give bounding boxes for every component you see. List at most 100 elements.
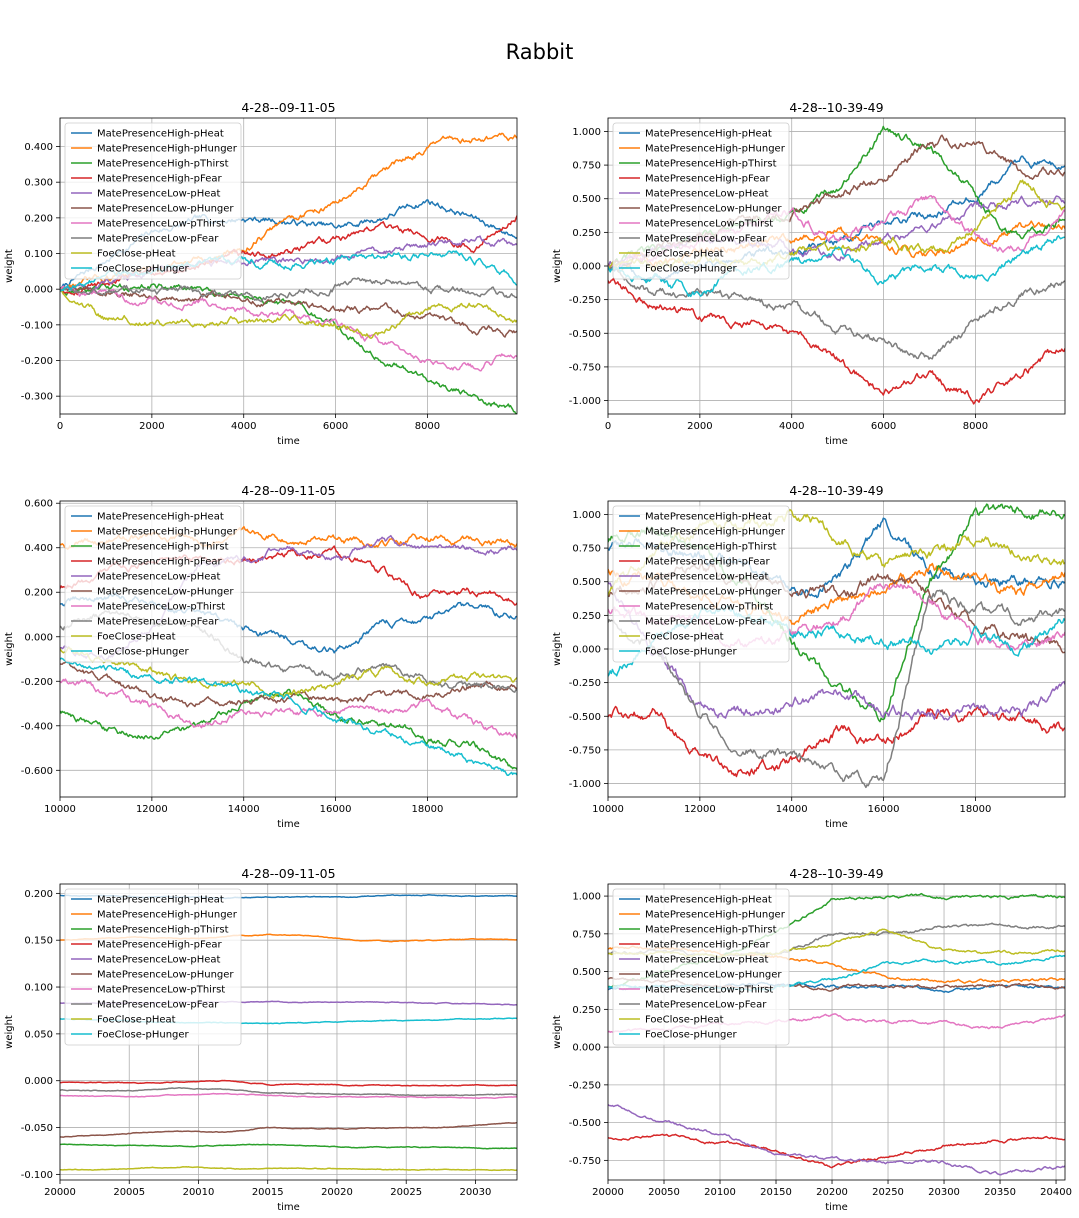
- x-tick-label: 20150: [760, 1187, 792, 1198]
- chart-title: 4-28--09-11-05: [241, 483, 335, 498]
- series-line-MatePresenceLow-pHunger: [60, 1122, 517, 1138]
- series-line-MatePresenceLow-pHeat: [608, 581, 1065, 721]
- legend-label: MatePresenceHigh-pHeat: [97, 895, 224, 906]
- legend-label: MatePresenceHigh-pHeat: [97, 512, 224, 523]
- chart-panel-2: 4-28--10-39-49 0 2000 4000 6000 8000 -1.000 -0.…: [552, 100, 1066, 447]
- x-tick-label: 0: [605, 421, 611, 432]
- x-tick-label: 4000: [231, 421, 256, 432]
- legend-label: MatePresenceHigh-pThirst: [645, 925, 777, 936]
- y-tick-label: 0.100: [24, 983, 53, 994]
- x-tick-label: 0: [57, 421, 63, 432]
- y-tick-label: -0.250: [569, 1080, 601, 1091]
- legend-label: MatePresenceHigh-pFear: [645, 940, 771, 951]
- x-tick-label: 20050: [648, 1187, 680, 1198]
- legend-label: MatePresenceHigh-pHeat: [645, 129, 772, 140]
- legend-label: MatePresenceHigh-pThirst: [645, 159, 777, 170]
- legend-label: MatePresenceLow-pThirst: [97, 602, 225, 613]
- legend-label: MatePresenceHigh-pThirst: [97, 925, 229, 936]
- legend: MatePresenceHigh-pHeat MatePresenceHigh-p…: [612, 505, 790, 663]
- y-axis-label: weight: [4, 632, 15, 666]
- legend-label: FoeClose-pHunger: [97, 647, 190, 658]
- chart-title: 4-28--10-39-49: [789, 100, 883, 115]
- legend-label: MatePresenceLow-pHeat: [645, 955, 769, 966]
- legend-label: MatePresenceLow-pFear: [645, 617, 767, 628]
- legend-label: MatePresenceLow-pFear: [645, 1000, 767, 1011]
- legend-label: MatePresenceLow-pThirst: [645, 985, 773, 996]
- x-axis-label: time: [277, 1202, 300, 1213]
- chart-title: 4-28--10-39-49: [789, 483, 883, 498]
- y-tick-label: 0.500: [572, 194, 601, 205]
- x-tick-label: 20000: [44, 1187, 76, 1198]
- legend-box: [612, 122, 790, 280]
- legend-label: FoeClose-pHeat: [645, 249, 724, 260]
- y-tick-label: -0.750: [569, 745, 601, 756]
- y-tick-label: 0.100: [24, 249, 53, 260]
- y-tick-label: -0.750: [569, 1156, 601, 1167]
- x-axis-label: time: [277, 819, 300, 830]
- legend-label: MatePresenceHigh-pThirst: [645, 542, 777, 553]
- y-tick-label: 0.200: [24, 213, 53, 224]
- legend: MatePresenceHigh-pHeat MatePresenceHigh-p…: [64, 888, 242, 1046]
- plot-frame: [607, 883, 1066, 1181]
- legend-label: MatePresenceLow-pHeat: [645, 572, 769, 583]
- chart-panel-5: 4-28--09-11-05 20000 20005 20010 20015 20020 2…: [4, 866, 518, 1213]
- figure-title: Rabbit: [505, 40, 574, 64]
- x-tick-label: 16000: [320, 804, 352, 815]
- legend-label: MatePresenceLow-pHeat: [645, 189, 769, 200]
- y-tick-label: -0.500: [569, 329, 601, 340]
- y-tick-label: -0.300: [21, 392, 53, 403]
- legend-label: MatePresenceLow-pHunger: [645, 587, 782, 598]
- legend-label: MatePresenceLow-pFear: [97, 617, 219, 628]
- x-tick-label: 12000: [684, 804, 716, 815]
- chart-panel-4: 4-28--10-39-49 10000 12000 14000 16000 18000 -…: [552, 483, 1066, 830]
- y-tick-label: -0.750: [569, 362, 601, 373]
- y-tick-label: -0.600: [21, 766, 53, 777]
- x-tick-label: 20100: [704, 1187, 736, 1198]
- legend-label: MatePresenceHigh-pHunger: [645, 910, 786, 921]
- y-axis-label: weight: [552, 1015, 563, 1049]
- x-tick-label: 14000: [776, 804, 808, 815]
- legend-label: MatePresenceHigh-pFear: [97, 557, 223, 568]
- x-tick-label: 2000: [687, 421, 712, 432]
- x-tick-label: 20030: [460, 1187, 492, 1198]
- x-tick-label: 8000: [415, 421, 440, 432]
- y-tick-label: -0.200: [21, 356, 53, 367]
- series-line-MatePresenceHigh-pFear: [60, 1079, 517, 1087]
- x-tick-label: 18000: [960, 804, 992, 815]
- plot-frame: [59, 883, 518, 1181]
- x-tick-label: 20005: [113, 1187, 145, 1198]
- y-axis-label: weight: [4, 1015, 15, 1049]
- x-tick-label: 8000: [963, 421, 988, 432]
- x-tick-label: 20350: [984, 1187, 1016, 1198]
- legend: MatePresenceHigh-pHeat MatePresenceHigh-p…: [612, 122, 790, 280]
- y-tick-label: 1.000: [572, 892, 601, 903]
- legend-label: MatePresenceLow-pFear: [645, 234, 767, 245]
- y-tick-label: 0.750: [572, 544, 601, 555]
- series-line-FoeClose-pHunger: [60, 657, 517, 777]
- legend: MatePresenceHigh-pHeat MatePresenceHigh-p…: [612, 888, 790, 1046]
- legend-label: FoeClose-pHunger: [645, 264, 738, 275]
- legend-label: MatePresenceHigh-pThirst: [97, 159, 229, 170]
- legend-label: MatePresenceHigh-pFear: [97, 940, 223, 951]
- legend-label: MatePresenceLow-pThirst: [97, 985, 225, 996]
- y-tick-label: 0.000: [572, 262, 601, 273]
- y-tick-label: 0.000: [24, 632, 53, 643]
- y-tick-label: -0.250: [569, 678, 601, 689]
- y-tick-label: 0.500: [572, 577, 601, 588]
- x-tick-label: 10000: [592, 804, 624, 815]
- x-axis-label: time: [825, 819, 848, 830]
- legend-label: MatePresenceLow-pThirst: [97, 219, 225, 230]
- y-tick-label: 0.750: [572, 929, 601, 940]
- legend-label: FoeClose-pHunger: [645, 1030, 738, 1041]
- x-tick-label: 10000: [44, 804, 76, 815]
- legend-label: FoeClose-pHunger: [97, 264, 190, 275]
- legend-label: MatePresenceHigh-pHunger: [97, 910, 238, 921]
- x-tick-label: 6000: [323, 421, 348, 432]
- y-tick-label: -0.200: [21, 677, 53, 688]
- legend-label: MatePresenceLow-pHunger: [97, 204, 234, 215]
- legend-box: [612, 888, 790, 1046]
- legend-label: MatePresenceHigh-pHunger: [645, 144, 786, 155]
- series-line-MatePresenceHigh-pThirst: [60, 688, 517, 770]
- legend-label: FoeClose-pHunger: [97, 1030, 190, 1041]
- x-tick-label: 12000: [136, 804, 168, 815]
